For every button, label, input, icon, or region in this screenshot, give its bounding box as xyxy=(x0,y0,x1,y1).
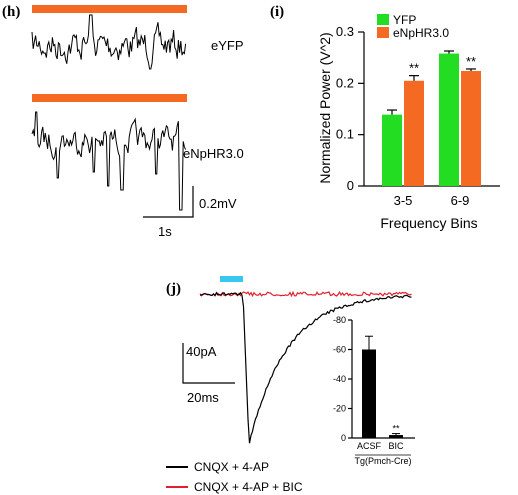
inset-group-label: Tg(Pmch-Cre) xyxy=(354,456,411,466)
light-bar-blue xyxy=(220,276,243,282)
y-tick-label-i: 0.1 xyxy=(336,127,354,142)
scale-y-label-j: 40pA xyxy=(186,344,217,359)
x-tick-label-i: 3-5 xyxy=(394,193,413,208)
y-tick-label-i: 0.2 xyxy=(336,75,354,90)
significance-label-i: ** xyxy=(466,54,476,69)
panel-label-j: (j) xyxy=(166,281,181,297)
x-axis-title-i: Frequency Bins xyxy=(380,215,477,231)
significance-label-i: ** xyxy=(409,61,419,76)
y-tick-label-inset: -60 xyxy=(333,345,346,355)
bar-enphr xyxy=(461,71,481,186)
legend-label-bic: CNQX + 4-AP + BIC xyxy=(194,480,303,494)
trace-eyfp xyxy=(31,14,187,70)
light-bar-bottom xyxy=(32,94,187,102)
scale-x-label-h: 1s xyxy=(158,224,172,239)
trace-label-eyfp: eYFP xyxy=(211,38,244,53)
trace-enphr xyxy=(31,111,187,211)
legend-j: CNQX + 4-AP CNQX + 4-AP + BIC xyxy=(166,460,303,494)
panel-j: (j) 40pA 20ms 0 -20 -40 -60 -80 ACSF BIC ** Tg(… xyxy=(166,276,415,494)
x-tick-label-i: 6-9 xyxy=(451,193,470,208)
legend-label-cnqx: CNQX + 4-AP xyxy=(194,460,269,474)
panel-label-h: (h) xyxy=(2,4,20,20)
trace-cnqx xyxy=(199,291,412,444)
y-tick-label-inset: 0 xyxy=(341,433,346,443)
scale-x-label-j: 20ms xyxy=(187,390,219,405)
inset-significance-label: ** xyxy=(392,424,400,434)
scale-y-label-h: 0.2mV xyxy=(199,196,237,211)
bar-marks-i: 0 0.1 0.2 0.3 3-5 ** 6-9 ** xyxy=(336,24,481,208)
legend-label-i: eNpHR3.0 xyxy=(393,26,449,40)
legend-swatch-i xyxy=(377,14,389,25)
scale-bar-j xyxy=(182,343,235,384)
inset-bar-acsf xyxy=(362,349,376,438)
y-tick-label-i: 0.3 xyxy=(336,24,354,39)
legend-label-i: YFP xyxy=(393,13,416,27)
y-axis-title-i: Normalized Power (V^2) xyxy=(317,32,333,183)
trace-bic xyxy=(199,290,412,298)
panel-h: (h) eYFP eNpHR3.0 0.2mV 1s xyxy=(2,4,244,239)
inset-bar-bic xyxy=(389,435,403,438)
bar-enphr xyxy=(404,80,424,186)
inset-x-tick-label: BIC xyxy=(388,441,404,451)
inset-marks: 0 -20 -40 -60 -80 ACSF BIC ** xyxy=(333,315,404,451)
inset-x-tick-label: ACSF xyxy=(357,441,382,451)
panel-label-i: (i) xyxy=(270,4,284,20)
scale-bar-h xyxy=(143,186,194,218)
bar-yfp xyxy=(439,53,459,187)
bar-yfp xyxy=(382,114,402,186)
trace-label-enphr: eNpHR3.0 xyxy=(183,146,244,161)
y-tick-label-i: 0 xyxy=(347,178,354,193)
legend-swatch-i xyxy=(377,27,389,38)
inset-chart-j: 0 -20 -40 -60 -80 ACSF BIC ** Tg(Pmch-Cre) xyxy=(333,315,415,466)
panel-i: (i) Normalized Power (V^2) Frequency Bin… xyxy=(270,4,500,231)
light-bar-top xyxy=(32,5,187,13)
y-tick-label-inset: -80 xyxy=(333,315,346,325)
y-tick-label-inset: -40 xyxy=(333,374,346,384)
y-tick-label-inset: -20 xyxy=(333,404,346,414)
